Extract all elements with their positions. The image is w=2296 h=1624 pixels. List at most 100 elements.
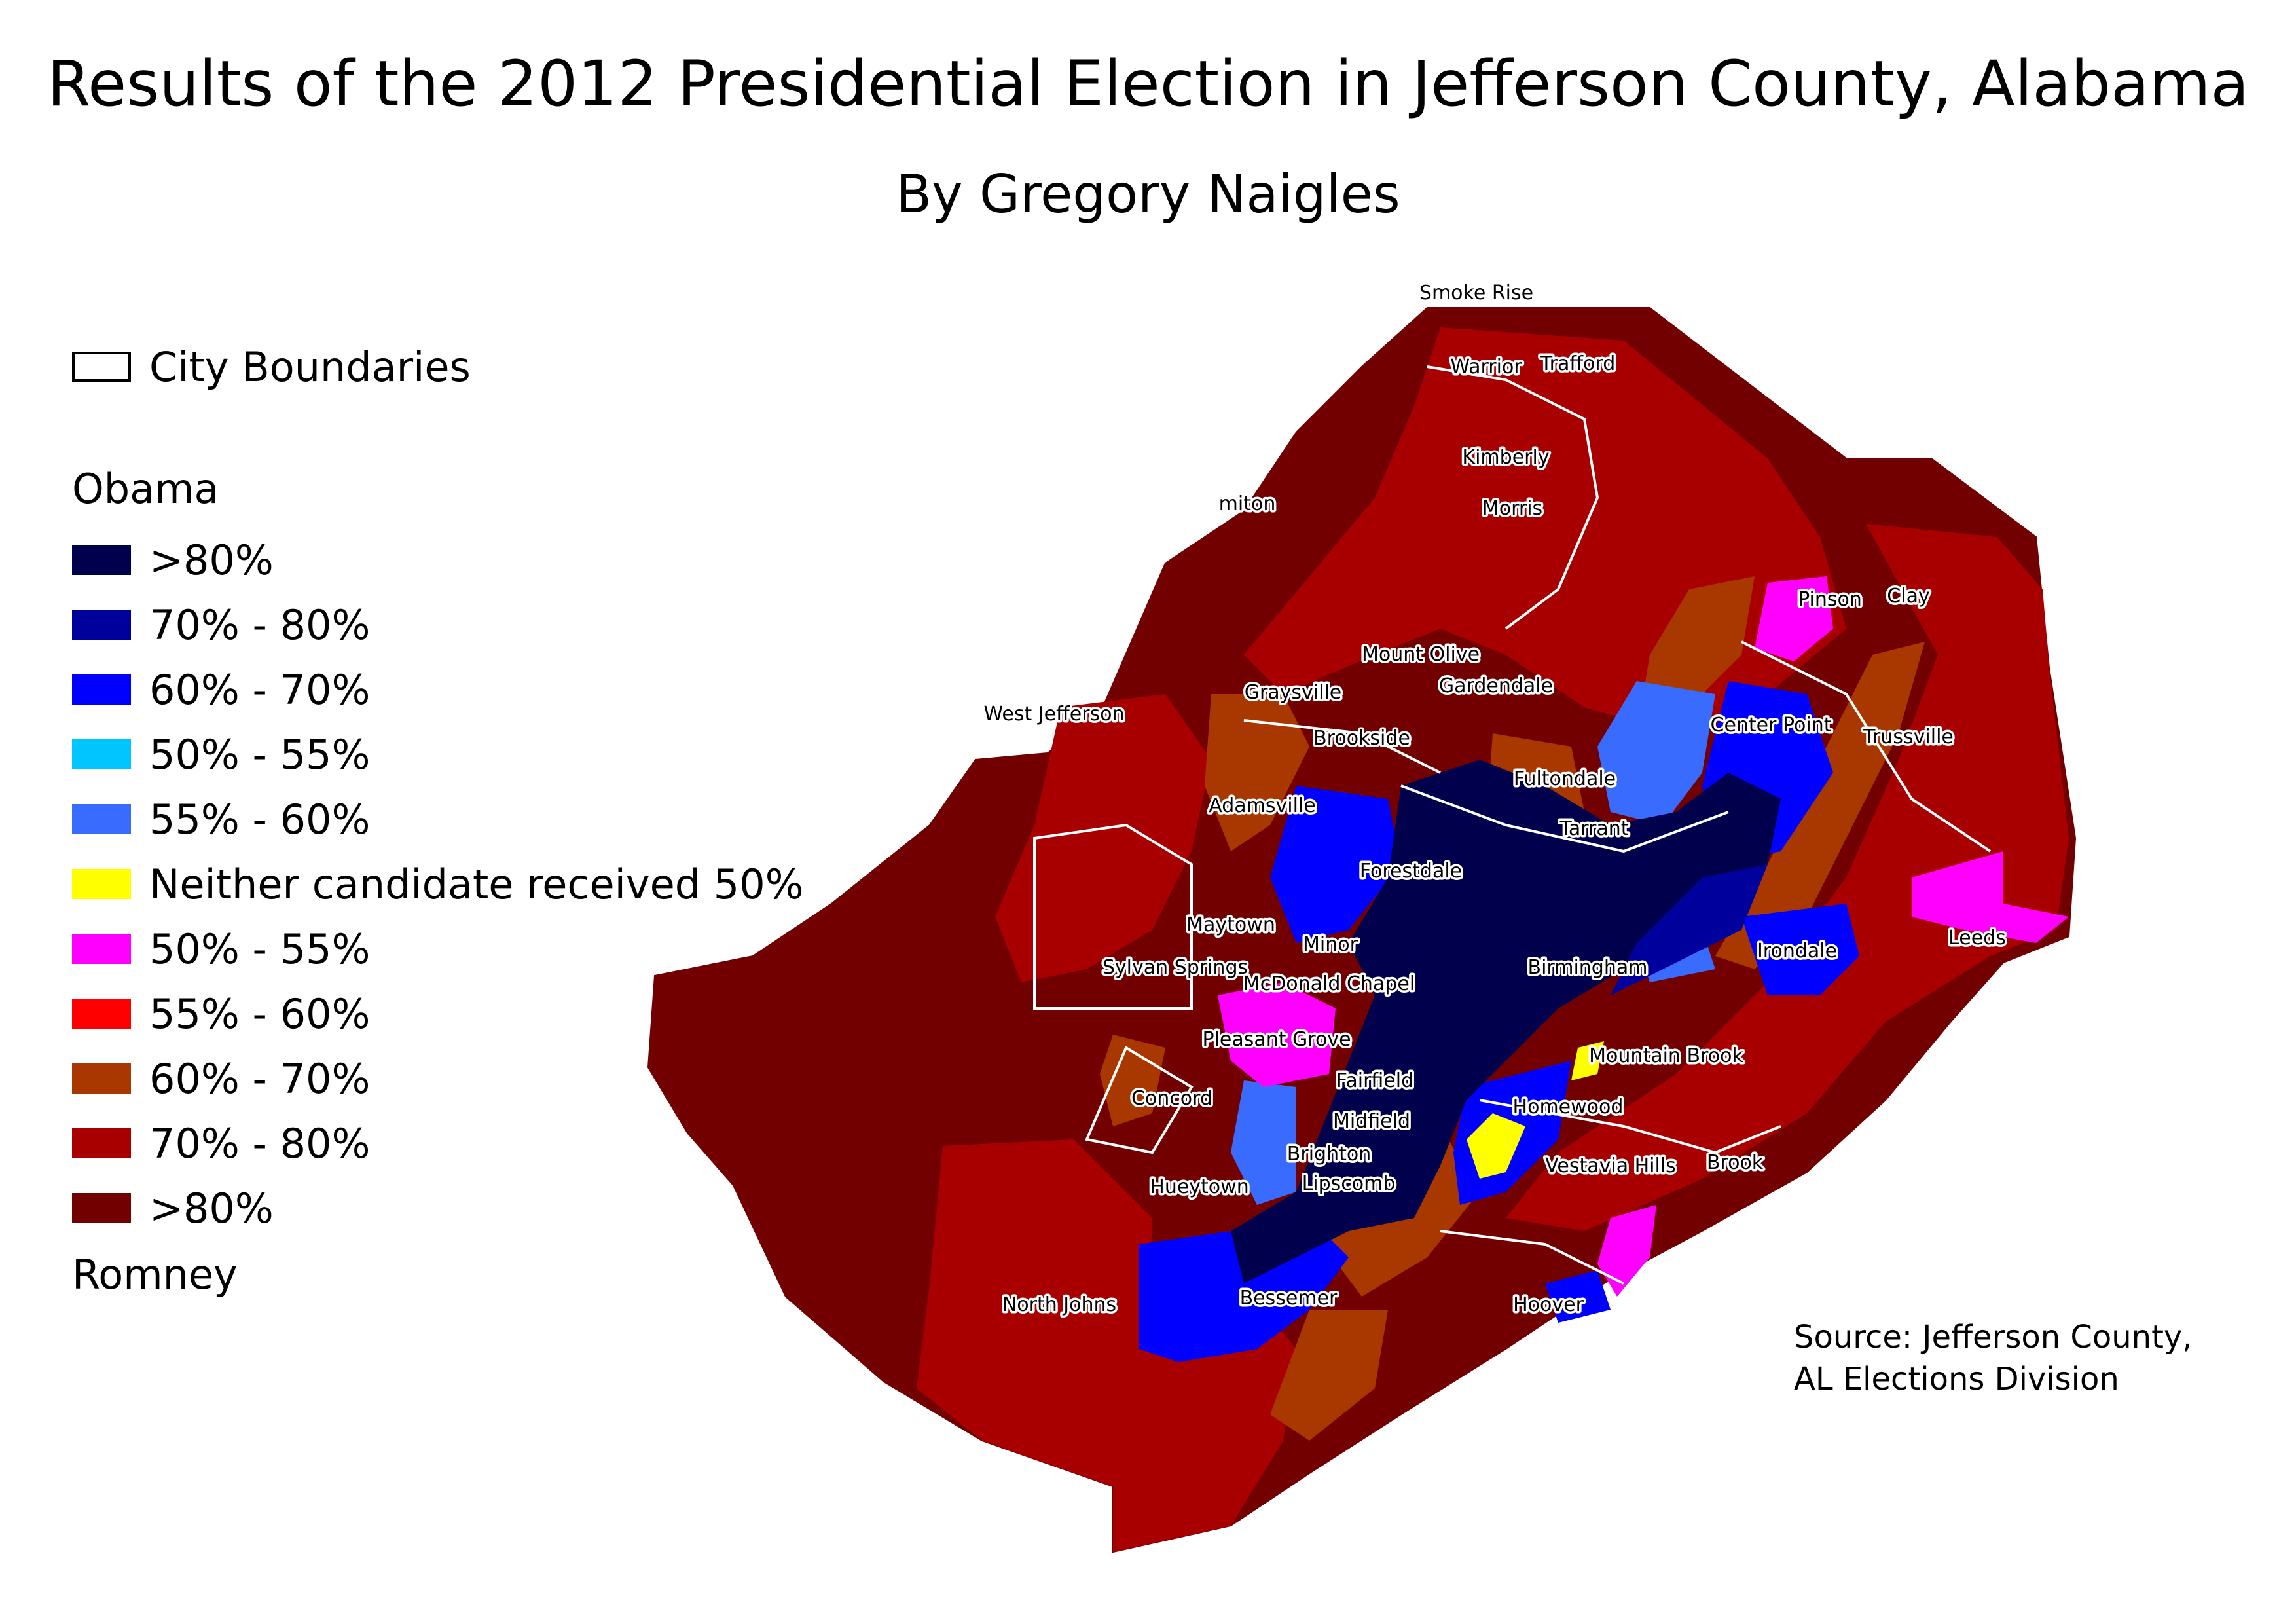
legend-item-label: 55% - 60% — [149, 989, 371, 1038]
region-romney-60-70-f — [1270, 1310, 1388, 1441]
city-label-mount-olive: Mount Olive — [1362, 643, 1480, 666]
city-label-vestavia-hills: Vestavia Hills — [1545, 1154, 1676, 1177]
legend-swatch — [72, 674, 131, 705]
city-label-minor: Minor — [1303, 933, 1358, 956]
source-note: Source: Jefferson County, AL Elections D… — [1794, 1316, 2193, 1400]
city-boundary-lines — [1033, 365, 1992, 1285]
legend-item: 70% - 80% — [72, 1117, 370, 1170]
legend-boundary-item: City Boundaries — [72, 341, 471, 393]
city-label-adamsville: Adamsville — [1209, 794, 1316, 817]
city-label-fultondale: Fultondale — [1514, 767, 1616, 790]
city-label-trafford: Trafford — [1540, 352, 1616, 375]
legend-item: 70% - 80% — [72, 599, 370, 651]
city-label-hoover: Hoover — [1513, 1293, 1584, 1316]
legend-obama-heading: Obama — [72, 465, 219, 513]
city-label-bessemer: Bessemer — [1240, 1287, 1338, 1310]
region-romney-70-80-west — [995, 694, 1211, 982]
city-label-sylvan-springs: Sylvan Springs — [1102, 956, 1248, 979]
region-obama-60-70-north — [1270, 786, 1401, 943]
legend-boundary-label: City Boundaries — [149, 342, 471, 391]
city-label-kimberly: Kimberly — [1462, 446, 1549, 469]
city-label-brookside: Brookside — [1313, 727, 1410, 750]
region-romney-50-55-pleasant-grove — [1218, 982, 1336, 1087]
city-label-center-point: Center Point — [1711, 714, 1832, 737]
legend-swatch — [72, 1128, 131, 1158]
city-label-lipscomb: Lipscomb — [1302, 1172, 1396, 1195]
city-label-brook: Brook — [1707, 1151, 1764, 1174]
city-label-maytown: Maytown — [1186, 913, 1275, 936]
city-label-mountain-brook: Mountain Brook — [1589, 1044, 1743, 1067]
region-romney-50-55-leeds — [1912, 851, 2069, 943]
legend-item: 50% - 55% — [72, 923, 370, 975]
source-line-2: AL Elections Division — [1794, 1361, 2119, 1397]
map-subtitle: By Gregory Naigles — [896, 164, 1400, 225]
legend-item: 55% - 60% — [72, 987, 370, 1040]
map-title: Results of the 2012 Presidential Electio… — [46, 47, 2250, 120]
region-romney-70-80-east — [1506, 524, 2069, 1231]
region-neither-50-b — [1571, 1041, 1604, 1080]
legend-romney-heading: Romney — [72, 1251, 238, 1299]
legend-item: Neither candidate received 50% — [72, 858, 804, 910]
city-label-brighton: Brighton — [1287, 1143, 1371, 1166]
region-obama-70-80 — [1611, 864, 1768, 995]
legend-item-label: 70% - 80% — [149, 600, 371, 649]
legend-item-label: Neither candidate received 50% — [149, 860, 804, 908]
source-line-1: Source: Jefferson County, — [1794, 1319, 2193, 1356]
legend-swatch — [72, 739, 131, 769]
city-label-forestdale: Forestdale — [1360, 860, 1462, 883]
city-label-gardendale: Gardendale — [1439, 674, 1553, 697]
city-label-pinson: Pinson — [1798, 588, 1862, 611]
legend-swatch — [72, 934, 131, 964]
city-label-hueytown: Hueytown — [1150, 1175, 1248, 1198]
region-romney-70-80-south — [917, 1139, 1296, 1552]
city-label-concord: Concord — [1131, 1087, 1212, 1110]
boundary-swatch — [72, 352, 131, 382]
region-obama-60-70-hoover — [1545, 1270, 1611, 1323]
legend-item-label: >80% — [149, 1184, 274, 1232]
region-romney-60-70-d — [1715, 642, 1925, 969]
legend-item: 60% - 70% — [72, 663, 370, 716]
legend-item-label: 60% - 70% — [149, 1054, 371, 1103]
legend-swatch — [72, 545, 131, 575]
city-label-trussville: Trussville — [1863, 726, 1954, 748]
legend-item: 50% - 55% — [72, 728, 370, 781]
city-label-west-jefferson: West Jefferson — [983, 703, 1124, 726]
legend-item: >80% — [72, 1182, 274, 1234]
city-label-midfield: Midfield — [1333, 1110, 1410, 1133]
city-label-pleasant-grove: Pleasant Grove — [1202, 1028, 1351, 1051]
legend-swatch — [72, 804, 131, 834]
legend-item-label: 70% - 80% — [149, 1119, 371, 1168]
legend-swatch — [72, 610, 131, 640]
legend-item-label: 50% - 55% — [149, 925, 371, 973]
city-label-warrior: Warrior — [1450, 356, 1522, 378]
region-romney-60-70-a — [1205, 694, 1309, 851]
legend-swatch — [72, 999, 131, 1029]
city-label-smoke-rise: Smoke Rise — [1419, 282, 1533, 304]
region-obama-55-60-north — [1597, 681, 1715, 825]
city-label-irondale: Irondale — [1757, 940, 1837, 963]
region-romney-50-55-pinson — [1755, 576, 1833, 661]
legend-item: >80% — [72, 534, 274, 586]
city-label-birmingham: Birmingham — [1528, 956, 1648, 979]
city-label-mcdonald-chapel: McDonald Chapel — [1243, 972, 1415, 995]
region-romney-50-55-south — [1597, 1205, 1656, 1297]
city-label-miton: miton — [1219, 492, 1276, 515]
region-obama-55-60-west — [1231, 1080, 1296, 1205]
city-label-north-johns: North Johns — [1002, 1293, 1116, 1316]
city-label-homewood: Homewood — [1513, 1096, 1624, 1118]
legend-item-label: 50% - 55% — [149, 730, 371, 779]
region-neither-50 — [1467, 1113, 1525, 1179]
city-label-graysville: Graysville — [1245, 681, 1342, 704]
city-label-morris: Morris — [1482, 497, 1542, 520]
city-label-leeds: Leeds — [1948, 927, 2006, 950]
legend-item-label: 60% - 70% — [149, 665, 371, 714]
legend-item: 55% - 60% — [72, 793, 370, 845]
legend-item: 60% - 70% — [72, 1052, 370, 1105]
legend-item-label: 55% - 60% — [149, 795, 371, 843]
region-obama-80-plus-core — [1231, 760, 1781, 1283]
region-obama-60-70-irondale — [1741, 904, 1859, 995]
city-label-tarrant: Tarrant — [1559, 817, 1628, 840]
legend-swatch — [72, 869, 131, 899]
